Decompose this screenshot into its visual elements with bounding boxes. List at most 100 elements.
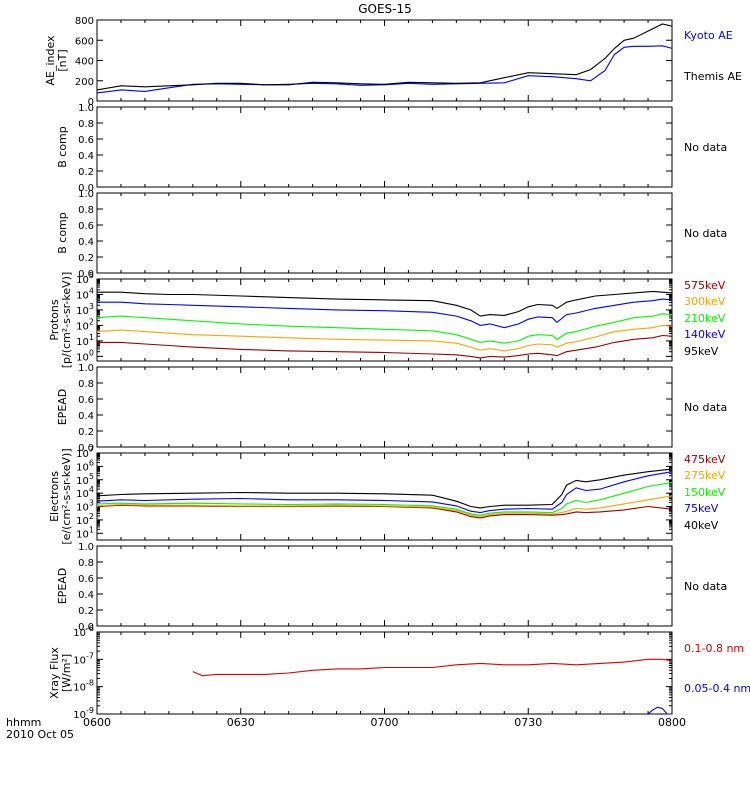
y-tick-label: 105: [76, 472, 94, 487]
panel-frame: [96, 192, 673, 274]
legend-entry: 140keV: [684, 328, 726, 341]
time-axis-label-hhmm: hhmm: [6, 716, 41, 729]
x-tick-label: 0630: [227, 716, 255, 729]
series-line-575kev: [97, 334, 673, 359]
y-tick-label: 200: [75, 77, 94, 88]
y-tick-label: 1.0: [78, 189, 94, 200]
time-axis-label-date: 2010 Oct 05: [6, 728, 74, 741]
series-line-kyoto-ae: [96, 45, 673, 94]
y-tick-label: 101: [76, 333, 94, 348]
y-tick-label: 1.0: [78, 542, 94, 553]
y-tick-label: 0.6: [78, 574, 94, 585]
panel-frame: [96, 366, 673, 448]
y-tick-label: 1.0: [78, 103, 94, 114]
y-tick-label: 0.2: [78, 253, 94, 264]
series-line-themis-ae: [96, 23, 673, 91]
y-tick-label: 104: [76, 485, 94, 500]
y-tick-label: 107: [76, 445, 94, 460]
y-tick-label: 103: [76, 499, 94, 514]
panel-b1: B comp 0.0 0.2 0.4 0.6 0.8 1.0 No data: [56, 103, 727, 194]
legend-entry: 275keV: [684, 469, 726, 482]
panel-frame: [96, 19, 673, 102]
panel-frame: [96, 452, 673, 541]
y-tick-label: 104: [76, 286, 94, 301]
legend-entry: 75keV: [684, 502, 719, 515]
y-tick-label: 0.8: [78, 205, 94, 216]
series-line-75kev: [96, 471, 673, 514]
y-tick-label: 0: [88, 97, 94, 108]
series-line-40kev: [96, 468, 673, 509]
panel-b2: B comp 0.0 0.2 0.4 0.6 0.8 1.0 No data: [56, 189, 727, 280]
panel-ae: AE_index[nT] 0 200 400 600 800 Kyoto AE Themis …: [44, 16, 742, 108]
y-tick-label: 0.2: [78, 606, 94, 617]
series-line-210kev: [96, 313, 673, 344]
y-tick-label: 0.4: [78, 411, 94, 422]
y-tick-label: 0.6: [78, 135, 94, 146]
panel-electrons: Electrons[e/(cm²-s-sr-keV)] 1011021031041…: [48, 445, 726, 545]
legend-entry: 95keV: [684, 345, 719, 358]
no-data-label: No data: [684, 580, 727, 593]
no-data-label: No data: [684, 401, 727, 414]
y-tick-label: 10-8: [73, 679, 94, 694]
y-tick-label: 0.2: [78, 427, 94, 438]
series-line-0-1-0-8-nm: [192, 658, 673, 677]
series-line-0-05-0-4-nm: [647, 706, 672, 715]
y-tick-label: 0.6: [78, 221, 94, 232]
y-tick-label: 100: [76, 348, 94, 363]
y-tick-label: 0.0: [78, 443, 94, 454]
y-tick-label: 0.6: [78, 395, 94, 406]
y-tick-label: 10-7: [73, 651, 94, 666]
legend-entry: 0.05-0.4 nm: [684, 682, 750, 695]
x-tick-label: 0730: [514, 716, 542, 729]
series-line-300kev: [96, 324, 673, 352]
legend-entry: 0.1-0.8 nm: [684, 642, 744, 655]
y-tick-label: 10-9: [73, 706, 94, 721]
panel-frame: [96, 631, 673, 715]
panel-xray: Xray Flux[W/m²]10-9 10-8 10-7 10-6 0.1-0.8 n…: [48, 624, 750, 721]
y-tick-label: 0.4: [78, 151, 94, 162]
y-tick-label: 0.0: [78, 622, 94, 633]
y-axis-label: B comp: [56, 126, 69, 168]
time-axis: 0600 0630 0700 0730 0800: [83, 716, 686, 729]
y-tick-label: 0.8: [78, 379, 94, 390]
y-tick-label: 0.8: [78, 119, 94, 130]
legend-entry: 475keV: [684, 453, 726, 466]
y-axis-label: B comp: [56, 212, 69, 254]
y-axis-label: EPEAD: [56, 568, 69, 605]
y-axis-label: AE_index[nT]: [44, 35, 69, 86]
y-tick-label: 0.4: [78, 237, 94, 248]
y-tick-label: 600: [75, 36, 94, 47]
series-line-475kev: [96, 504, 673, 519]
y-tick-label: 400: [75, 57, 94, 68]
x-tick-label: 0600: [83, 716, 111, 729]
series-line-95kev: [97, 290, 673, 317]
y-tick-label: 10-6: [73, 624, 94, 639]
series-line-275kev: [96, 495, 673, 518]
panel-frame: [96, 545, 673, 627]
y-tick-label: 0.8: [78, 558, 94, 569]
y-tick-label: 102: [76, 317, 94, 332]
y-axis-label: Protons[p/(cm²-s-sr-keV)]: [48, 272, 73, 369]
panel-protons: Protons[p/(cm²-s-sr-keV)] 100101102103104…: [48, 271, 726, 368]
panel-epead1: EPEAD 0.0 0.2 0.4 0.6 0.8 1.0 No data: [56, 363, 727, 454]
series-line-150kev: [96, 481, 673, 516]
x-tick-label: 0800: [658, 716, 686, 729]
y-tick-label: 0.4: [78, 590, 94, 601]
legend-entry: 150keV: [684, 486, 726, 499]
y-tick-label: 106: [76, 458, 94, 473]
legend-entry: Themis AE: [683, 70, 742, 83]
y-tick-label: 101: [76, 525, 94, 540]
chart-title: GOES-15: [358, 2, 412, 16]
no-data-label: No data: [684, 227, 727, 240]
legend-entry: 40keV: [684, 519, 719, 532]
no-data-label: No data: [684, 141, 727, 154]
y-tick-label: 800: [75, 16, 94, 27]
panel-stack: AE_index[nT] 0 200 400 600 800 Kyoto AE Themis …: [44, 16, 750, 721]
panel-frame: [96, 106, 673, 188]
panel-epead2: EPEAD 0.0 0.2 0.4 0.6 0.8 1.0 No data: [56, 542, 727, 633]
y-tick-label: 102: [76, 512, 94, 527]
y-tick-label: 0.0: [78, 183, 94, 194]
y-axis-label: Xray Flux[W/m²]: [48, 647, 73, 699]
x-tick-label: 0700: [371, 716, 399, 729]
